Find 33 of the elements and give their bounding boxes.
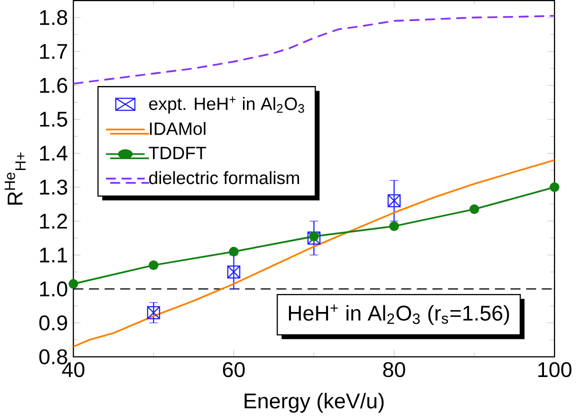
- legend-label: expt. HeH$^{+}$ in Al$_{2}$O$_{3}$: [149, 96, 304, 114]
- y-tick-label: 1.6: [40, 78, 68, 93]
- point: [309, 231, 319, 241]
- point: [68, 278, 78, 288]
- y-tick-label: 0.8: [39, 349, 68, 364]
- x-tick-label: 60: [223, 362, 245, 377]
- point: [388, 194, 401, 208]
- y-tick-label: 1.2: [40, 213, 68, 228]
- y-axis-title: R$^{He}$H+: [4, 152, 26, 204]
- point: [148, 260, 158, 270]
- legend-label: dielectric formalism: [149, 170, 300, 184]
- point: [469, 204, 480, 214]
- y-tick-label: 1.1: [40, 247, 68, 262]
- point: [307, 231, 320, 244]
- x-tick-label: 100: [538, 362, 572, 377]
- legend-label: IDAMol: [150, 122, 206, 135]
- text: HeH$^{+}$ in Al$_{2}$O$_{3}$ (r$_{s}$=1.56): [288, 304, 509, 325]
- y-tick-label: 1.7: [40, 44, 68, 59]
- x-tick-label: 80: [383, 362, 406, 377]
- y-tick-label: 1.5: [40, 112, 68, 127]
- y-tick-label: 1.8: [40, 10, 68, 25]
- point: [228, 246, 239, 256]
- point: [147, 306, 160, 320]
- y-tick-label: 1.4: [40, 146, 68, 160]
- x-tick-label: 40: [62, 362, 84, 377]
- y-tick-label: 1.0: [40, 281, 68, 296]
- y-tick-label: 1.3: [40, 179, 68, 194]
- point: [389, 221, 399, 231]
- legend-label: TDDFT: [148, 146, 206, 159]
- point: [550, 182, 560, 192]
- y-tick-label: 0.9: [39, 315, 68, 330]
- x-axis-title: Energy (keV/u): [244, 392, 384, 412]
- point: [227, 265, 240, 278]
